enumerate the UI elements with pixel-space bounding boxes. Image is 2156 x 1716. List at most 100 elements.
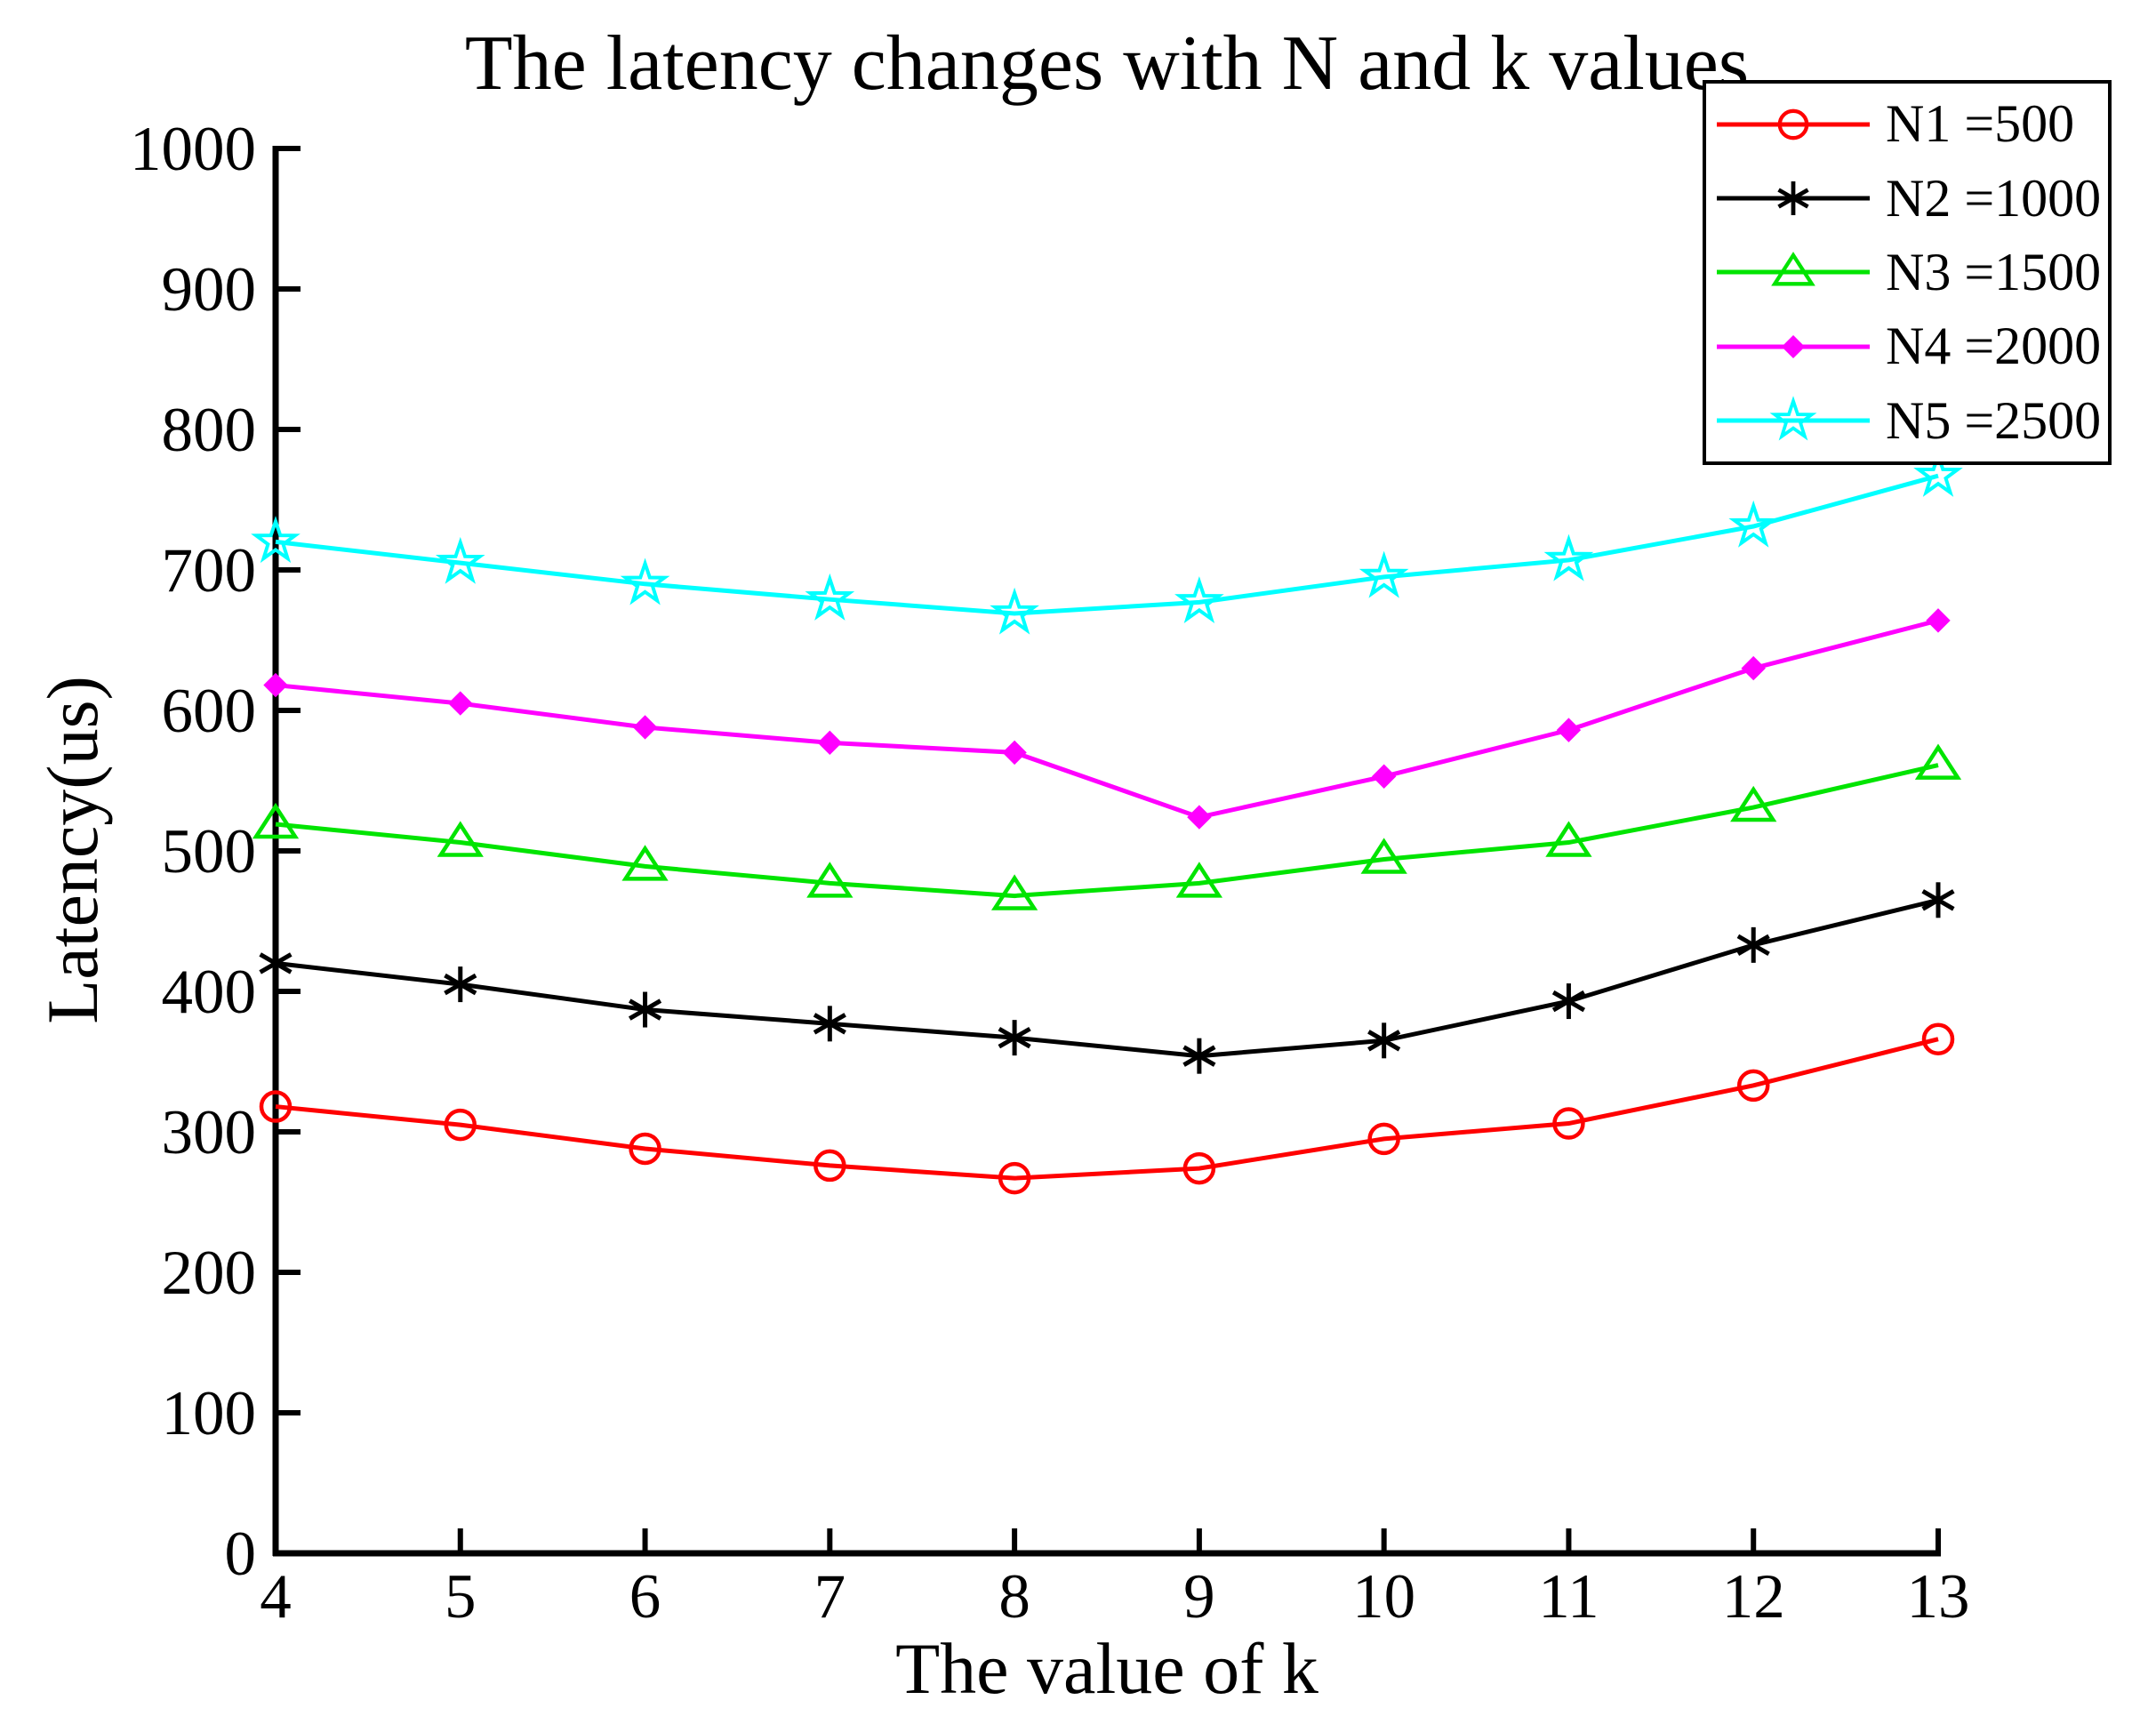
pentagram-marker-icon (1913, 449, 1963, 497)
diamond-filled-marker-icon (1002, 740, 1027, 766)
series-line-1 (275, 1037, 1939, 1181)
y-tick-label: 900 (162, 255, 257, 325)
diamond-filled-marker-icon (1741, 655, 1766, 681)
x-axis-label: The value of k (895, 1628, 1318, 1709)
y-tick-label: 400 (162, 958, 257, 1027)
circle-marker-icon (1552, 1107, 1585, 1140)
legend-item: N2 =1000 (1713, 168, 2108, 229)
y-tick-label: 200 (162, 1239, 257, 1308)
asterisk-marker-icon (259, 945, 293, 982)
circle-marker-icon (444, 1108, 477, 1142)
legend-line-sample (1717, 334, 1870, 358)
pentagram-marker-icon (805, 573, 855, 621)
legend-item-label: N5 =2500 (1886, 390, 2102, 450)
y-tick-label: 500 (162, 817, 257, 886)
series-markers-4 (263, 608, 1951, 830)
triangle-up-marker-icon (1360, 838, 1407, 874)
circle-marker-icon (1736, 1069, 1770, 1103)
pentagram-marker-icon (251, 516, 301, 564)
pentagram-marker-icon (1359, 550, 1409, 598)
pentagram-marker-icon (990, 587, 1039, 635)
legend-item: N5 =2500 (1713, 390, 2108, 452)
series-markers-3 (252, 743, 1962, 910)
y-tick-label: 700 (162, 536, 257, 605)
x-tick-label: 12 (1722, 1562, 1785, 1632)
legend-item: N4 =2000 (1713, 316, 2108, 377)
series-line-2 (275, 897, 1939, 1059)
triangle-up-marker-icon (1771, 252, 1815, 286)
triangle-up-marker-icon (437, 821, 484, 857)
y-tick-label: 300 (162, 1098, 257, 1167)
pentagram-marker-icon (620, 557, 670, 605)
circle-marker-icon (814, 1149, 846, 1183)
y-tick-label: 800 (162, 396, 257, 465)
legend-item-label: N1 =500 (1886, 94, 2075, 154)
legend-item: N1 =500 (1713, 93, 2108, 155)
triangle-up-marker-icon (806, 862, 854, 898)
diamond-filled-marker-icon (1371, 764, 1397, 789)
asterisk-marker-icon (998, 1020, 1031, 1056)
y-tick-label: 100 (162, 1379, 257, 1448)
legend-item: N3 =1500 (1713, 242, 2108, 303)
series-markers-1 (259, 1022, 1955, 1195)
x-tick-label: 6 (629, 1562, 661, 1632)
series-markers-2 (259, 882, 1955, 1074)
legend-line-sample (1717, 252, 1870, 286)
series-line-3 (275, 763, 1939, 899)
pentagram-marker-icon (1543, 533, 1594, 581)
asterisk-marker-icon (444, 966, 477, 1003)
legend-item-label: N2 =1000 (1886, 168, 2102, 228)
asterisk-marker-icon (1182, 1038, 1216, 1074)
series-line-4 (275, 618, 1939, 820)
circle-marker-icon (1921, 1022, 1955, 1055)
circle-marker-icon (629, 1132, 661, 1166)
legend-line-sample (1717, 181, 1870, 216)
asterisk-marker-icon (628, 991, 662, 1028)
pentagram-marker-icon (1728, 500, 1779, 548)
y-tick-label: 0 (225, 1520, 257, 1589)
triangle-up-marker-icon (1730, 785, 1777, 822)
circle-marker-icon (1182, 1151, 1216, 1185)
diamond-filled-marker-icon (1187, 805, 1212, 830)
diamond-filled-marker-icon (632, 715, 658, 740)
legend-line-sample (1717, 108, 1870, 140)
x-tick-label: 4 (260, 1562, 292, 1632)
diamond-filled-marker-icon (263, 672, 288, 698)
circle-marker-icon (1777, 108, 1809, 140)
pentagram-marker-icon (435, 536, 485, 584)
circle-marker-icon (998, 1161, 1031, 1195)
asterisk-marker-icon (1777, 181, 1809, 216)
x-tick-label: 5 (445, 1562, 477, 1632)
legend: N1 =500 N2 =1000 N3 =1500 N4 =2000 N5 =2500 (1703, 80, 2112, 465)
pentagram-marker-icon (1174, 576, 1224, 624)
legend-line-sample (1717, 396, 1870, 441)
series-markers-5 (251, 449, 1963, 635)
circle-marker-icon (1367, 1122, 1400, 1156)
asterisk-marker-icon (813, 1006, 846, 1042)
diamond-filled-marker-icon (817, 730, 843, 756)
y-tick-label: 600 (162, 677, 257, 746)
circle-marker-icon (259, 1090, 293, 1123)
triangle-up-marker-icon (1914, 743, 1962, 780)
chart-title: The latency changes with N and k values (464, 20, 1750, 107)
x-tick-label: 7 (814, 1562, 846, 1632)
y-axis-label: Latency(us) (32, 676, 113, 1024)
x-tick-label: 13 (1907, 1562, 1970, 1632)
pentagram-marker-icon (1769, 396, 1817, 441)
diamond-filled-marker-icon (1556, 718, 1582, 742)
x-tick-label: 8 (998, 1562, 1030, 1632)
triangle-up-marker-icon (1175, 862, 1223, 898)
x-tick-label: 11 (1538, 1562, 1599, 1632)
legend-item-label: N3 =1500 (1886, 242, 2102, 301)
diamond-filled-marker-icon (1781, 334, 1806, 358)
triangle-up-marker-icon (252, 802, 300, 839)
y-tick-label: 1000 (130, 115, 256, 184)
x-tick-label: 9 (1183, 1562, 1215, 1632)
legend-item-label: N4 =2000 (1886, 317, 2102, 376)
triangle-up-marker-icon (990, 874, 1038, 910)
asterisk-marker-icon (1551, 983, 1586, 1020)
diamond-filled-marker-icon (1926, 608, 1951, 633)
triangle-up-marker-icon (621, 845, 669, 881)
